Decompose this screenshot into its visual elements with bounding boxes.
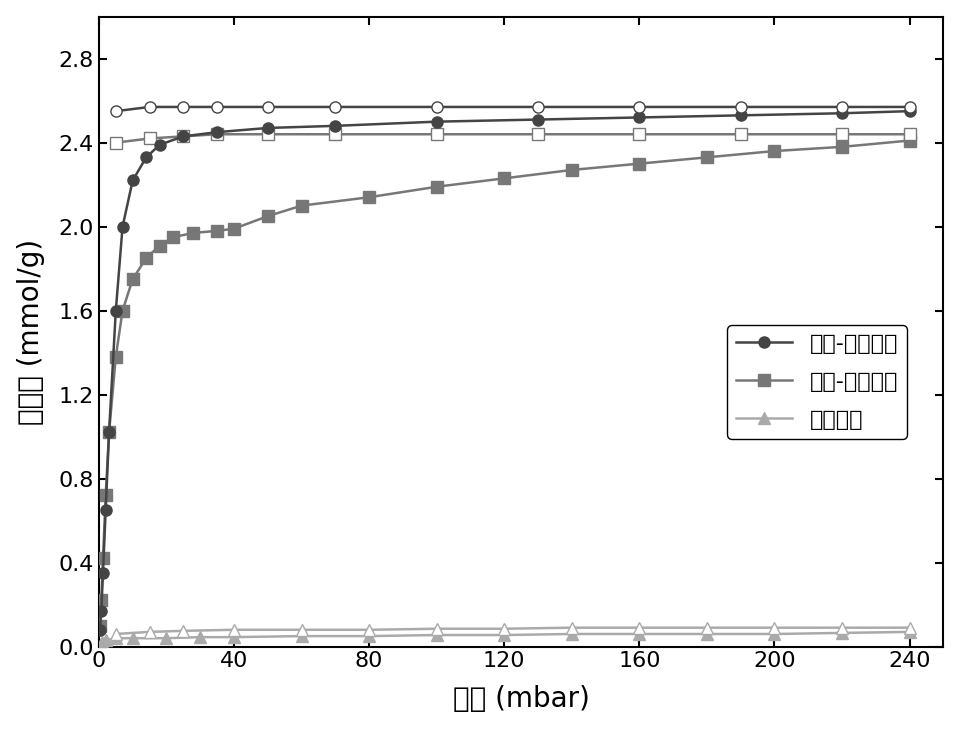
X-axis label: 压力 (mbar): 压力 (mbar) (453, 685, 589, 713)
Legend: 顺式-间戊二烯, 反式-间戊二烯, 异戊二烯: 顺式-间戊二烯, 反式-间戊二烯, 异戊二烯 (728, 326, 907, 439)
Y-axis label: 吸附量 (mmol/g): 吸附量 (mmol/g) (16, 239, 45, 425)
